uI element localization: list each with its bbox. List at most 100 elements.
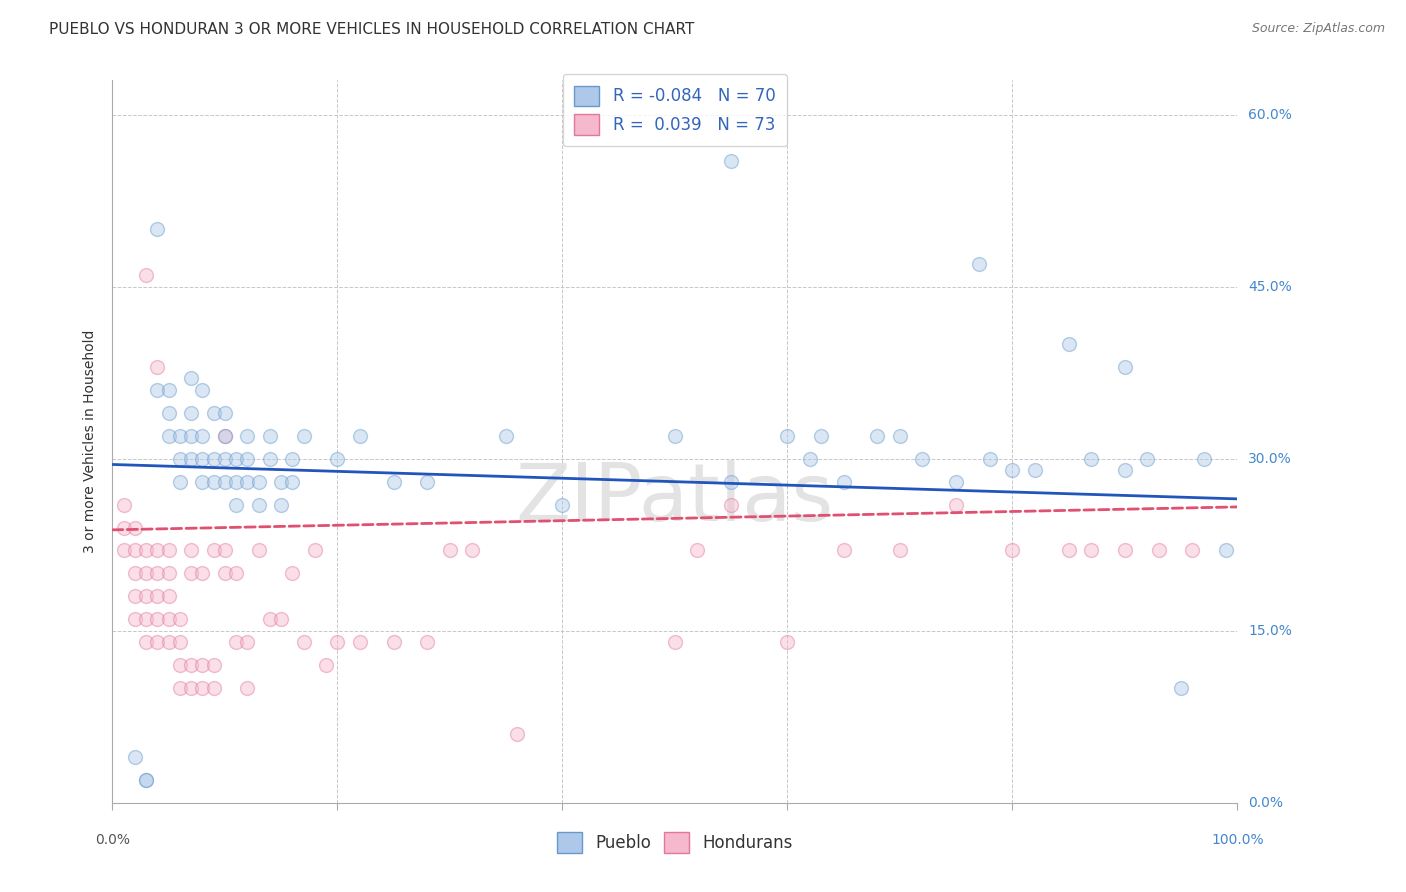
- Point: [191, 475, 214, 489]
- Point: [146, 635, 169, 649]
- Point: [281, 475, 304, 489]
- Point: [776, 635, 799, 649]
- Point: [225, 566, 247, 581]
- Point: [157, 429, 180, 443]
- Point: [214, 429, 236, 443]
- Point: [236, 451, 259, 466]
- Point: [146, 359, 169, 374]
- Point: [236, 635, 259, 649]
- Point: [979, 451, 1001, 466]
- Point: [214, 566, 236, 581]
- Point: [1215, 543, 1237, 558]
- Point: [304, 543, 326, 558]
- Point: [157, 566, 180, 581]
- Point: [889, 429, 911, 443]
- Point: [225, 475, 247, 489]
- Point: [191, 429, 214, 443]
- Point: [1114, 359, 1136, 374]
- Point: [225, 635, 247, 649]
- Point: [124, 543, 146, 558]
- Point: [157, 612, 180, 626]
- Point: [214, 429, 236, 443]
- Point: [281, 566, 304, 581]
- Point: [169, 635, 191, 649]
- Point: [169, 681, 191, 695]
- Point: [1024, 463, 1046, 477]
- Point: [146, 383, 169, 397]
- Point: [259, 612, 281, 626]
- Point: [124, 520, 146, 534]
- Point: [495, 429, 517, 443]
- Point: [416, 475, 439, 489]
- Point: [292, 635, 315, 649]
- Point: [720, 153, 742, 168]
- Point: [202, 451, 225, 466]
- Point: [169, 658, 191, 673]
- Point: [180, 429, 202, 443]
- Point: [191, 383, 214, 397]
- Point: [124, 750, 146, 764]
- Point: [1057, 337, 1080, 351]
- Point: [180, 658, 202, 673]
- Point: [202, 406, 225, 420]
- Point: [135, 566, 157, 581]
- Point: [169, 612, 191, 626]
- Point: [1181, 543, 1204, 558]
- Point: [945, 498, 967, 512]
- Point: [281, 451, 304, 466]
- Point: [157, 406, 180, 420]
- Point: [180, 681, 202, 695]
- Text: PUEBLO VS HONDURAN 3 OR MORE VEHICLES IN HOUSEHOLD CORRELATION CHART: PUEBLO VS HONDURAN 3 OR MORE VEHICLES IN…: [49, 22, 695, 37]
- Point: [135, 772, 157, 787]
- Point: [169, 451, 191, 466]
- Point: [382, 475, 405, 489]
- Point: [180, 371, 202, 385]
- Point: [157, 543, 180, 558]
- Point: [664, 429, 686, 443]
- Point: [506, 727, 529, 741]
- Point: [146, 612, 169, 626]
- Point: [202, 681, 225, 695]
- Point: [326, 635, 349, 649]
- Point: [247, 475, 270, 489]
- Point: [945, 475, 967, 489]
- Point: [889, 543, 911, 558]
- Point: [259, 451, 281, 466]
- Legend: Pueblo, Hondurans: Pueblo, Hondurans: [550, 826, 800, 860]
- Point: [1136, 451, 1159, 466]
- Point: [315, 658, 337, 673]
- Point: [112, 498, 135, 512]
- Point: [112, 520, 135, 534]
- Point: [135, 590, 157, 604]
- Point: [1001, 463, 1024, 477]
- Point: [191, 681, 214, 695]
- Text: 15.0%: 15.0%: [1249, 624, 1292, 638]
- Text: 0.0%: 0.0%: [96, 833, 129, 847]
- Point: [169, 429, 191, 443]
- Point: [810, 429, 832, 443]
- Point: [124, 566, 146, 581]
- Point: [202, 543, 225, 558]
- Point: [551, 498, 574, 512]
- Point: [180, 543, 202, 558]
- Point: [191, 451, 214, 466]
- Point: [439, 543, 461, 558]
- Point: [180, 451, 202, 466]
- Point: [382, 635, 405, 649]
- Point: [247, 498, 270, 512]
- Point: [776, 429, 799, 443]
- Text: 100.0%: 100.0%: [1211, 833, 1264, 847]
- Text: 45.0%: 45.0%: [1249, 280, 1292, 293]
- Point: [157, 590, 180, 604]
- Point: [236, 475, 259, 489]
- Point: [967, 257, 990, 271]
- Text: 30.0%: 30.0%: [1249, 451, 1292, 466]
- Point: [112, 543, 135, 558]
- Point: [146, 222, 169, 236]
- Point: [191, 658, 214, 673]
- Text: Source: ZipAtlas.com: Source: ZipAtlas.com: [1251, 22, 1385, 36]
- Point: [270, 498, 292, 512]
- Point: [1170, 681, 1192, 695]
- Point: [686, 543, 709, 558]
- Point: [720, 475, 742, 489]
